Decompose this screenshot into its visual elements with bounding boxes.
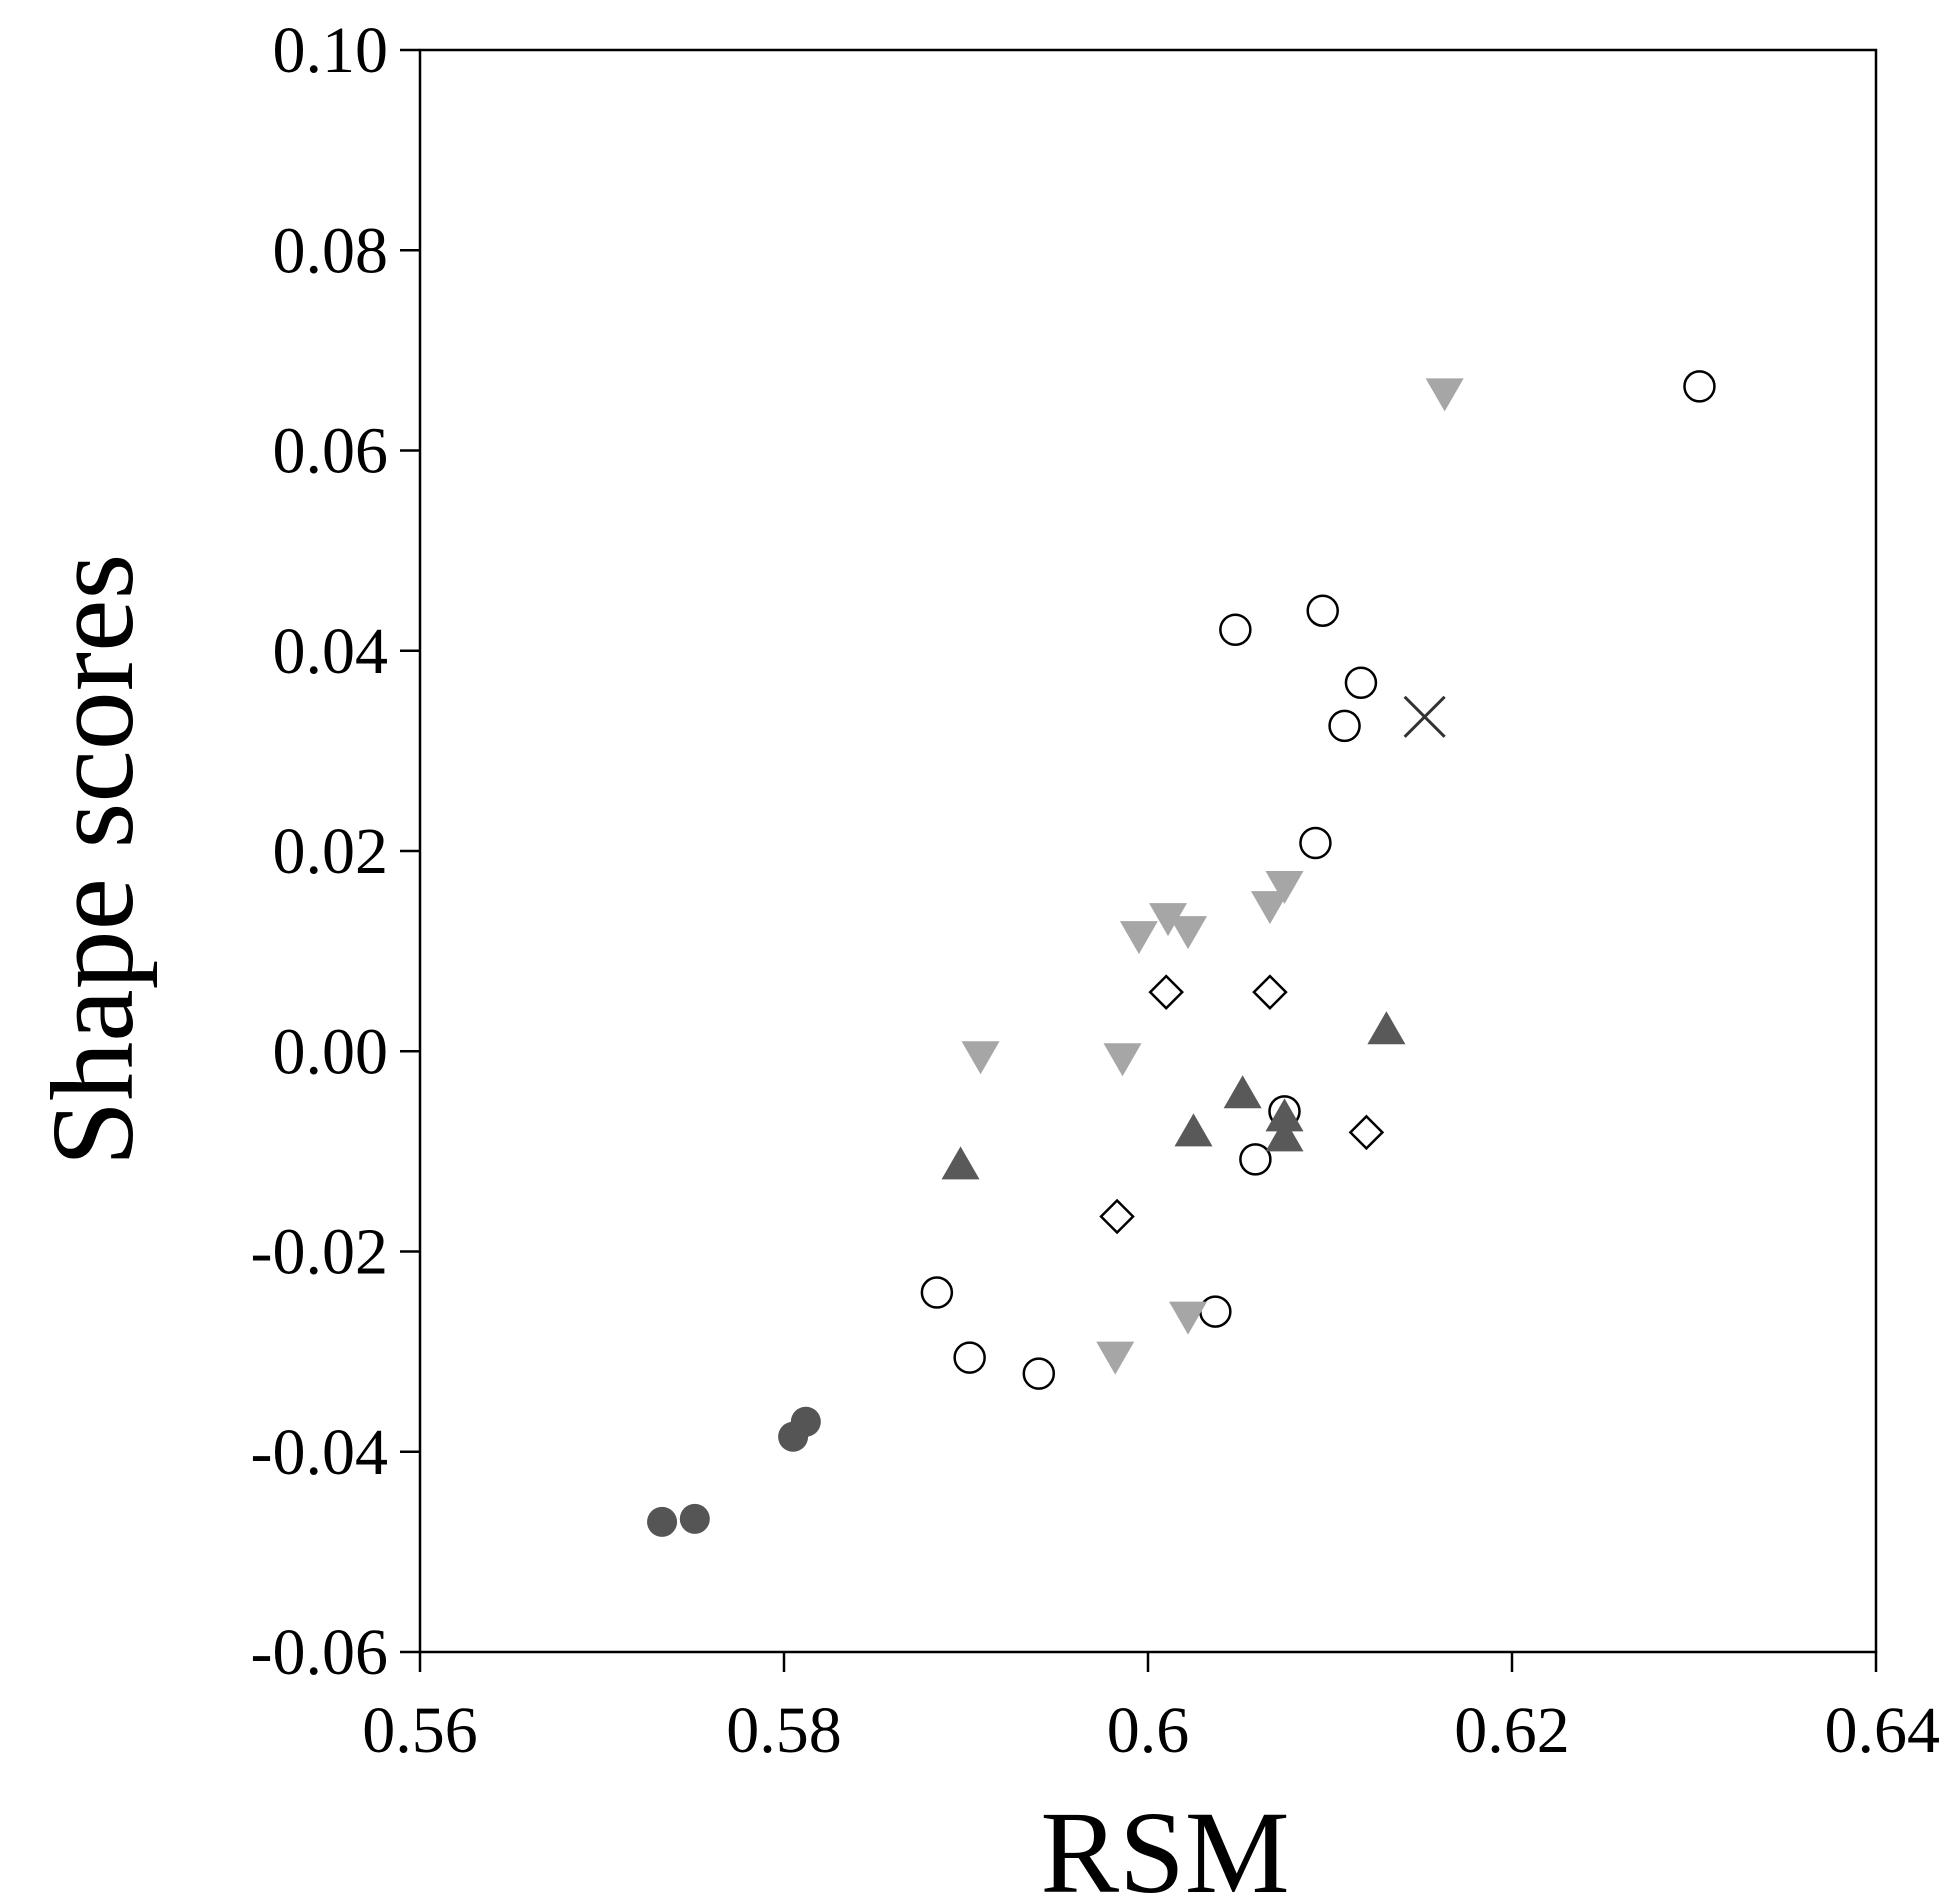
data-point: [647, 1506, 678, 1537]
x-axis: 0.56 0.58 0.6 0.62 0.64: [362, 1652, 1940, 1767]
data-point: [1299, 826, 1332, 860]
data-point: [1265, 1118, 1304, 1152]
y-tick-label: -0.06: [251, 1616, 388, 1689]
x-tick-label: 0.6: [1107, 1694, 1190, 1767]
data-point: [1265, 1098, 1304, 1132]
data-point: [1119, 921, 1158, 955]
y-tick-label: -0.04: [251, 1416, 388, 1489]
x-tick-label: 0.56: [362, 1694, 478, 1767]
data-point: [953, 1341, 986, 1374]
data-point: [1403, 695, 1446, 738]
data-point: [961, 1041, 1000, 1075]
data-point: [1306, 594, 1339, 627]
x-tick-label: 0.64: [1825, 1694, 1941, 1767]
data-point: [1096, 1341, 1135, 1375]
data-point: [1148, 974, 1184, 1010]
data-point: [1169, 1301, 1208, 1335]
data-point: [1022, 1357, 1056, 1390]
data-point: [1683, 370, 1716, 403]
data-point: [1344, 666, 1378, 700]
data-point: [1250, 891, 1289, 925]
data-point: [1367, 1011, 1406, 1045]
y-tick-label: 0.02: [273, 815, 389, 888]
y-tick-label: 0.06: [273, 415, 389, 488]
y-axis: 0.10 0.08 0.06 0.04 0.02 0.00 -0.02 -0.04 -0.06: [251, 14, 420, 1689]
data-point: [1169, 916, 1208, 950]
data-point: [1174, 1113, 1213, 1147]
data-point: [1199, 1295, 1232, 1328]
data-point: [920, 1276, 954, 1309]
x-axis-title: RSM: [1040, 1787, 1289, 1902]
data-points: [647, 370, 1716, 1537]
data-point: [1223, 1075, 1262, 1109]
data-point: [941, 1146, 980, 1180]
data-point: [1103, 1043, 1142, 1077]
y-tick-label: 0.00: [273, 1015, 389, 1088]
data-point: [1219, 613, 1252, 646]
data-point: [790, 1406, 821, 1437]
y-tick-label: 0.08: [273, 214, 389, 287]
plot-frame: [418, 48, 1878, 1654]
data-point: [1348, 1114, 1385, 1151]
x-tick-label: 0.62: [1454, 1694, 1570, 1767]
y-tick-label: 0.10: [273, 14, 389, 87]
data-point: [1328, 709, 1361, 743]
y-tick-label: -0.02: [251, 1216, 388, 1289]
y-axis-title: Shape scores: [27, 554, 158, 1167]
data-point: [1265, 871, 1304, 905]
data-point: [1239, 1143, 1272, 1176]
data-point: [1252, 974, 1288, 1010]
x-tick-label: 0.58: [726, 1694, 842, 1767]
data-point: [1149, 903, 1188, 937]
data-point: [1425, 378, 1464, 412]
y-tick-label: 0.04: [273, 615, 389, 688]
data-point: [679, 1503, 710, 1534]
data-point: [1099, 1198, 1135, 1235]
